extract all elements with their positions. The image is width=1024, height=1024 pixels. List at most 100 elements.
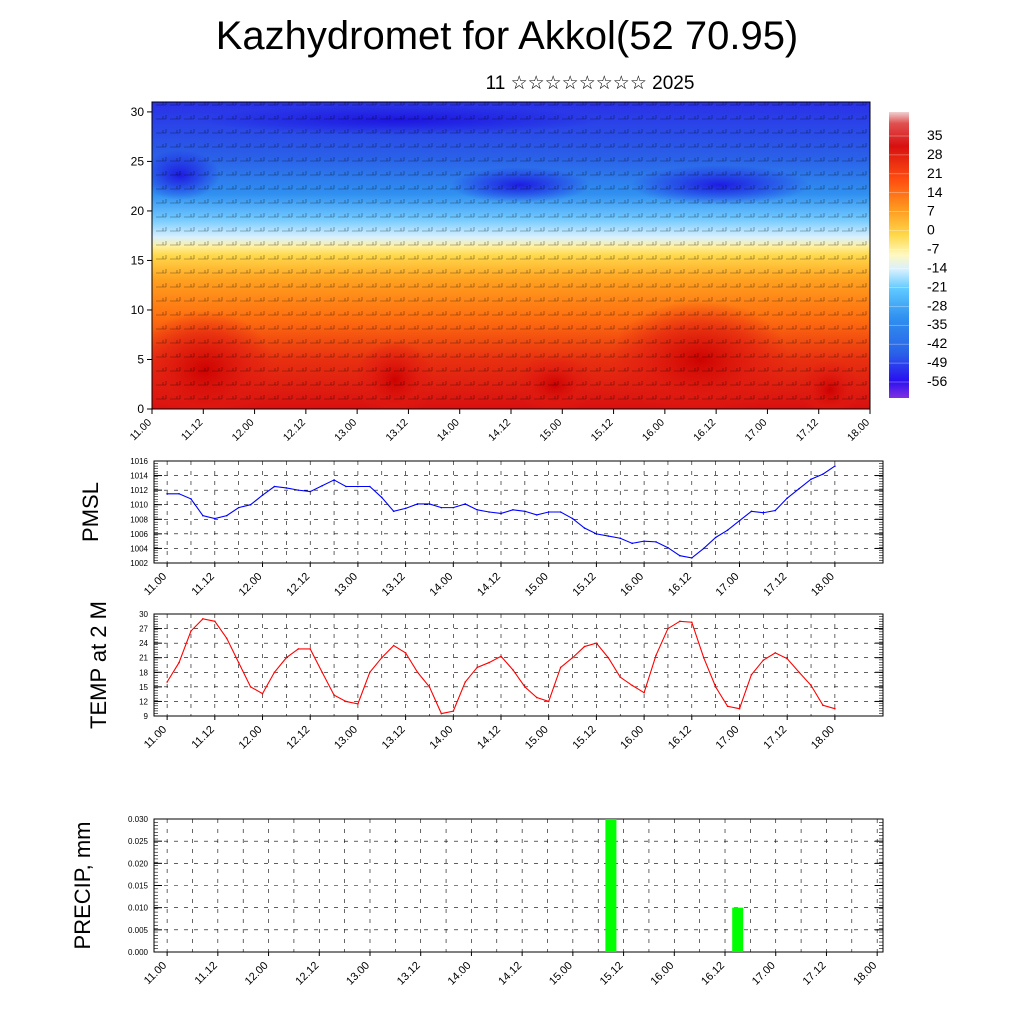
x-tick-label: 12.00 [230, 417, 257, 444]
panel-frame [153, 818, 884, 953]
y-tick-label: 1014 [130, 472, 148, 481]
y-axis-title: PMSL [78, 482, 103, 542]
x-tick-label: 12.12 [281, 417, 308, 444]
data-point [595, 533, 598, 535]
x-tick-label: 15.12 [571, 724, 599, 752]
data-point [786, 657, 788, 660]
x-tick-label: 12.00 [237, 724, 265, 752]
chart-title: Kazhydromet for Akkol(52 70.95) [215, 14, 799, 58]
colorbar-label: -49 [927, 354, 947, 370]
x-tick-label: 15.00 [537, 417, 564, 444]
data-point [369, 485, 371, 488]
data-point [750, 673, 753, 676]
x-tick-label: 11.00 [142, 571, 169, 598]
x-tick-label: 12.12 [284, 571, 312, 599]
data-point [714, 686, 717, 688]
x-tick-label: 13.12 [380, 571, 408, 599]
colorbar-label: -28 [927, 297, 947, 313]
wind-barbs [152, 102, 870, 409]
data-point [464, 503, 467, 505]
x-tick-label: 13.12 [395, 960, 423, 988]
colorbar-label: -21 [927, 278, 947, 294]
colorbar-label: 28 [927, 146, 943, 162]
data-point [559, 511, 562, 513]
data-point [738, 707, 741, 710]
y-tick-label: 9 [144, 712, 149, 721]
data-point [810, 478, 812, 481]
data-point [392, 510, 395, 513]
data-point [798, 671, 800, 674]
data-point [786, 497, 788, 499]
chart-subtitle: 11 ☆☆☆☆☆☆☆☆ 2025 [485, 73, 695, 94]
panel-frame [153, 613, 884, 717]
precip-panel: 0.000 0.005 0.010 0.015 0.020 0.025 0.030 11.00… [70, 815, 884, 988]
colorbar-label: -35 [927, 316, 947, 332]
data-point [607, 535, 610, 537]
y-tick-label: 15 [131, 253, 145, 267]
data-point [667, 627, 669, 630]
x-tick-label: 14.12 [475, 724, 503, 752]
data-point [655, 654, 657, 657]
x-tick-label: 11.12 [190, 571, 217, 598]
data-point [774, 509, 777, 512]
x-tick-label: 17.12 [794, 417, 821, 444]
data-point [380, 496, 383, 499]
colorbar-label: 14 [927, 184, 943, 200]
data-point [273, 485, 276, 488]
data-point [834, 707, 836, 710]
y-tick-label: 0.025 [128, 837, 149, 846]
data-point [297, 489, 300, 491]
colorbar-label: -14 [927, 259, 947, 275]
data-point [333, 694, 335, 696]
x-tick-label: 14.12 [475, 571, 503, 599]
x-tick-label: 11.00 [142, 724, 169, 751]
y-tick-label: 0.010 [128, 904, 149, 913]
y-axis-title: PRECIP, mm [70, 822, 95, 950]
precip-bar [732, 907, 744, 952]
x-tick-label: 14.00 [435, 417, 462, 444]
x-tick-label: 16.00 [618, 724, 646, 752]
x-tick-label: 15.12 [571, 571, 599, 599]
data-point [702, 547, 705, 550]
data-point [452, 710, 455, 712]
y-tick-label: 0.015 [128, 882, 149, 891]
data-point [321, 484, 323, 487]
y-tick-label: 0.030 [128, 815, 149, 824]
data-point [834, 465, 836, 467]
pmsl-panel: 1002 1004 1006 1008 1010 1012 1014 1016 11.00 11.… [78, 457, 884, 599]
data-point [547, 700, 550, 703]
y-tick-label: 25 [131, 154, 145, 168]
x-tick-label: 16.00 [618, 571, 646, 599]
x-tick-label: 15.12 [589, 417, 616, 444]
data-point [738, 519, 741, 522]
data-point [655, 541, 657, 543]
colorbar-label: 7 [927, 203, 935, 219]
x-tick-label: 16.00 [640, 417, 667, 444]
data-point [595, 642, 598, 644]
data-point [667, 546, 669, 549]
data-point [202, 618, 204, 620]
x-tick-label: 18.00 [809, 571, 837, 599]
data-point [309, 490, 312, 493]
data-point [726, 705, 729, 708]
y-tick-label: 27 [139, 625, 148, 634]
x-tick-label: 14.12 [486, 417, 513, 444]
y-tick-label: 1008 [130, 515, 148, 524]
data-point [428, 686, 431, 688]
data-point [214, 517, 216, 520]
x-tick-label: 13.12 [380, 724, 408, 752]
x-tick-label: 16.12 [691, 417, 718, 444]
data-point [702, 656, 705, 659]
x-tick-label: 14.12 [496, 960, 524, 988]
data-point [631, 542, 633, 545]
data-point [285, 487, 288, 489]
data-point [583, 527, 586, 529]
data-point [202, 514, 204, 517]
data-point [416, 503, 419, 505]
x-tick-label: 17.00 [742, 417, 769, 444]
data-point [333, 479, 335, 481]
data-point [714, 536, 717, 539]
data-point [619, 676, 622, 678]
x-tick-label: 14.00 [427, 571, 455, 599]
data-point [535, 696, 538, 699]
